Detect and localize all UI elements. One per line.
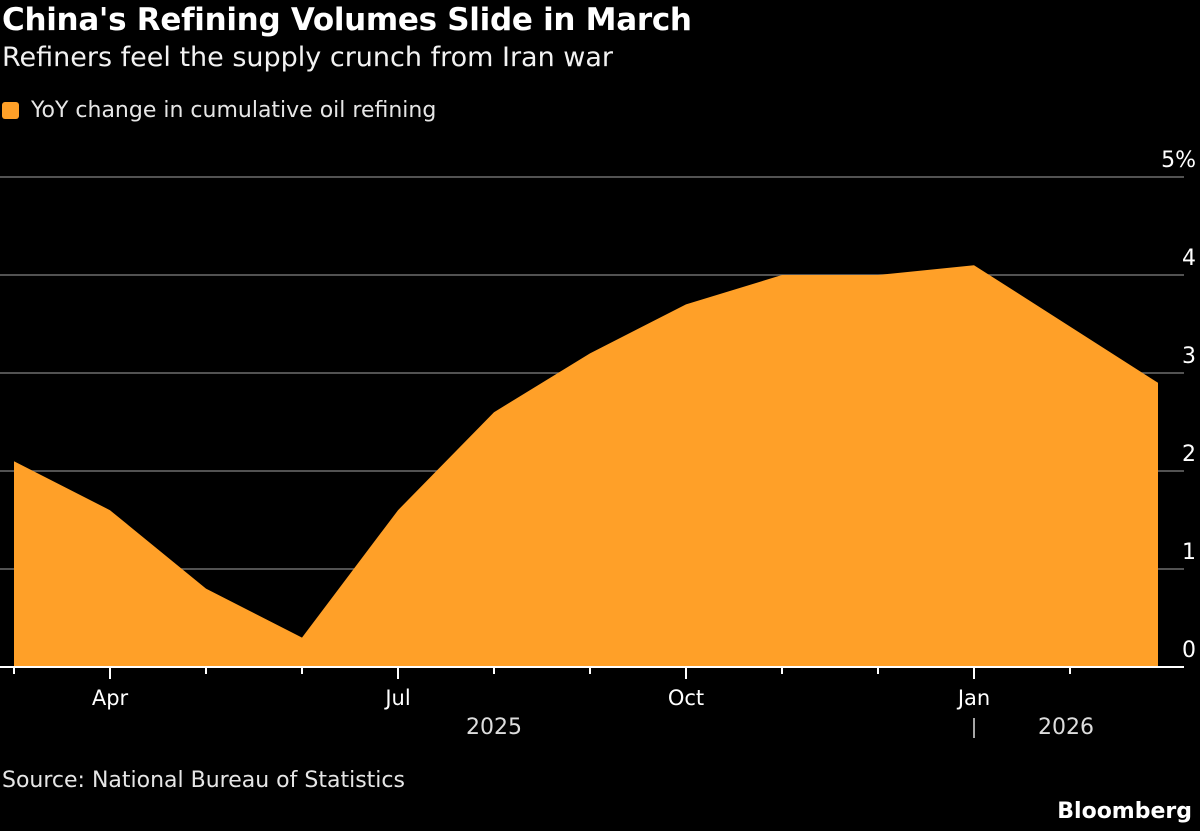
y-tick-label: 2 — [1182, 442, 1196, 467]
x-tick-label: Jul — [383, 686, 410, 710]
year-label: 2026 — [1038, 715, 1094, 740]
year-label: 2025 — [466, 715, 522, 740]
y-tick-label: 0 — [1182, 638, 1196, 663]
legend-swatch — [2, 102, 19, 119]
y-tick-label: 4 — [1182, 246, 1196, 271]
bloomberg-logo: Bloomberg — [1057, 799, 1192, 824]
chart-title: China's Refining Volumes Slide in March — [2, 2, 692, 38]
x-tick-label: Oct — [668, 686, 704, 710]
area-series — [14, 265, 1158, 667]
legend: YoY change in cumulative oil refining — [2, 98, 436, 123]
y-tick-label: 1 — [1182, 540, 1196, 565]
chart-subtitle: Refiners feel the supply crunch from Ira… — [2, 42, 614, 73]
y-tick-label: 3 — [1182, 344, 1196, 369]
x-tick-label: Apr — [92, 686, 129, 710]
source-note: Source: National Bureau of Statistics — [2, 768, 405, 793]
x-tick-label: Jan — [956, 686, 990, 710]
y-tick-label: 5% — [1161, 148, 1196, 173]
legend-label: YoY change in cumulative oil refining — [31, 98, 437, 123]
